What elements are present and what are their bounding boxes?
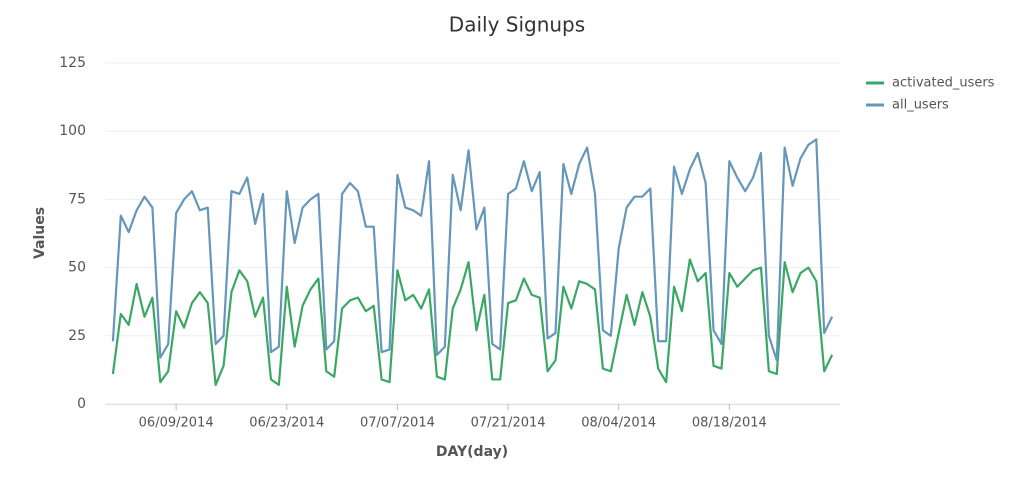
legend-label: activated_users: [892, 76, 995, 91]
series-line: [111, 138, 834, 362]
x-tick-label: 06/23/2014: [249, 416, 324, 431]
x-axis-label: DAY(day): [436, 444, 508, 460]
y-tick-label: 0: [77, 396, 86, 412]
y-tick-label: 25: [68, 328, 86, 344]
y-tick-label: 100: [59, 123, 86, 139]
legend-label: all_users: [892, 98, 949, 113]
chart-title: Daily Signups: [449, 13, 585, 37]
series-line: [111, 258, 834, 386]
x-tick-label: 08/18/2014: [692, 416, 767, 431]
x-tick-label: 07/07/2014: [360, 416, 435, 431]
y-axis-label: Values: [32, 207, 48, 259]
y-tick-label: 125: [59, 55, 86, 71]
x-tick-label: 06/09/2014: [139, 416, 214, 431]
x-tick-label: 08/04/2014: [581, 416, 656, 431]
y-tick-label: 75: [68, 191, 86, 207]
x-tick-label: 07/21/2014: [471, 416, 546, 431]
y-tick-label: 50: [68, 260, 86, 276]
